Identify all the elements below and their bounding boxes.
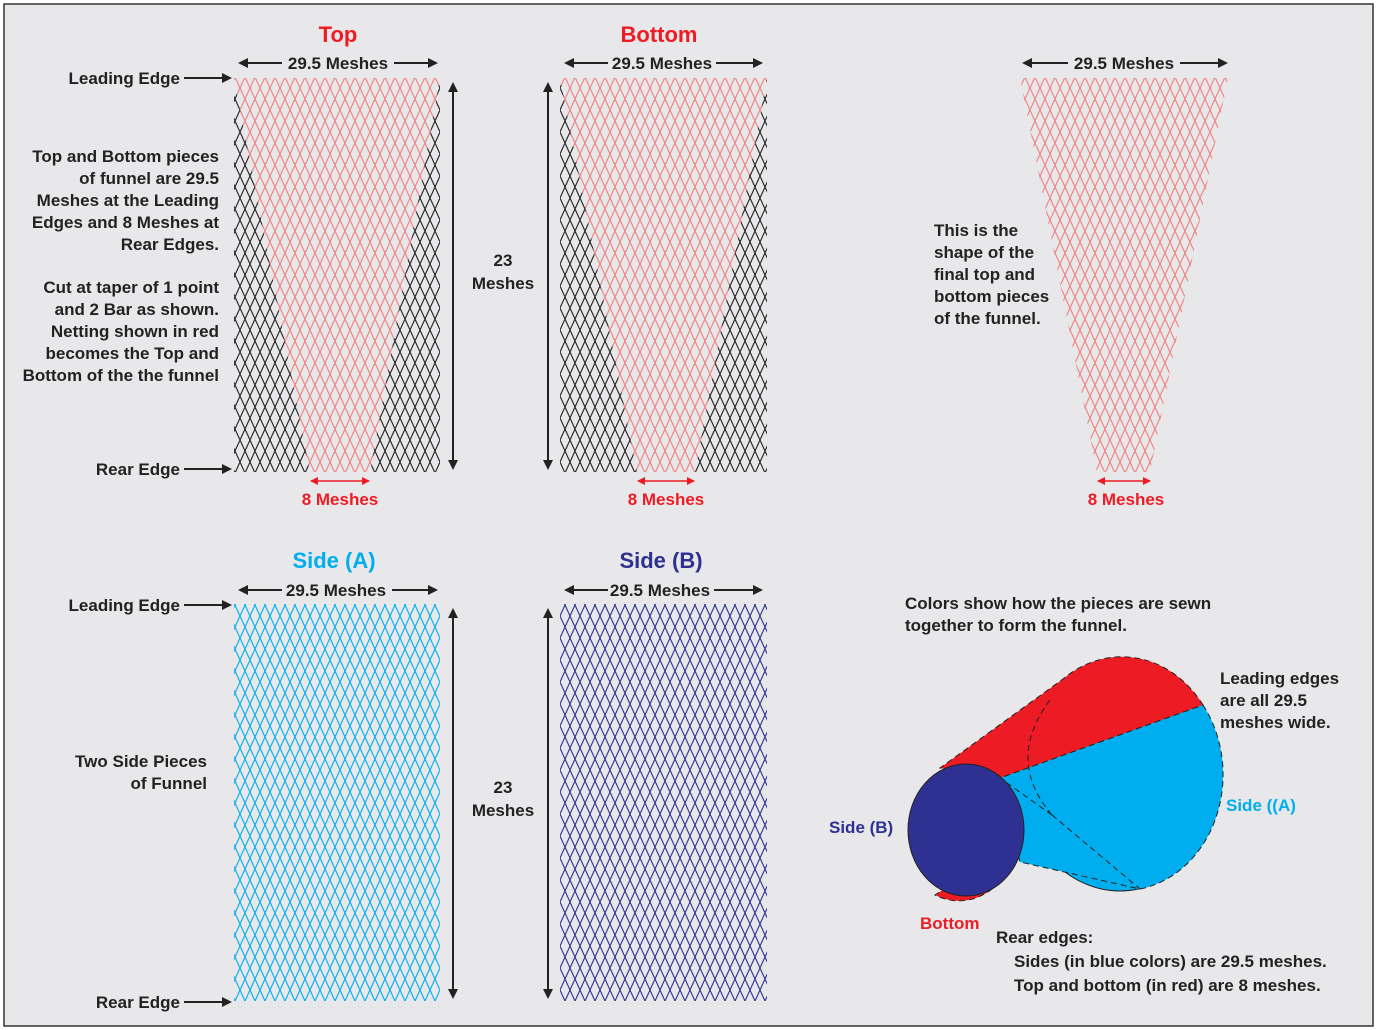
leading-note-line: meshes wide. <box>1220 713 1331 732</box>
cyan-netting <box>234 604 440 1001</box>
top-panel-width-label: 29.5 Meshes <box>288 54 388 73</box>
height-label-bottom-line1: 23 <box>494 778 513 797</box>
caption-line: of the funnel. <box>934 309 1041 328</box>
caption-line: shape of the <box>934 243 1034 262</box>
side-b-title: Side (B) <box>619 548 702 573</box>
top-panel: Top 29.5 Meshes 8 Meshes <box>234 22 440 509</box>
note-line: Rear Edges. <box>121 235 219 254</box>
height-label-top-line2: Meshes <box>472 274 534 293</box>
leading-note-line: Leading edges <box>1220 669 1339 688</box>
funnel-label-side-b: Side (B) <box>829 818 893 837</box>
side-a-panel: Side (A) 29.5 Meshes <box>234 548 440 1001</box>
funnel-label-bottom: Bottom <box>920 914 979 933</box>
final-shape-caption: This is the shape of the final top and b… <box>934 221 1049 328</box>
top-panel-bottom-label: 8 Meshes <box>302 490 379 509</box>
rear-edges-line: Top and bottom (in red) are 8 meshes. <box>1014 976 1321 995</box>
side-a-title: Side (A) <box>292 548 375 573</box>
top-bottom-description: Top and Bottom pieces of funnel are 29.5… <box>32 147 219 254</box>
final-shape-width-label: 29.5 Meshes <box>1074 54 1174 73</box>
leading-edge-label-bottom: Leading Edge <box>69 596 180 615</box>
funnel-seams <box>999 699 1141 890</box>
side-description-line: Two Side Pieces <box>75 752 207 771</box>
note-line: of funnel are 29.5 <box>79 169 219 188</box>
caption-line: This is the <box>934 221 1018 240</box>
funnel-label-top: Top <box>1122 655 1152 674</box>
bottom-panel-width-label: 29.5 Meshes <box>612 54 712 73</box>
leading-edge-label-top: Leading Edge <box>69 69 180 88</box>
height-label-top-line1: 23 <box>494 251 513 270</box>
navy-netting <box>560 604 767 1001</box>
bottom-panel-bottom-label: 8 Meshes <box>628 490 705 509</box>
funnel-side-a-piece <box>999 704 1224 890</box>
funnel-header-line: Colors show how the pieces are sewn <box>905 594 1211 613</box>
rear-edge-label-bottom: Rear Edge <box>96 993 180 1012</box>
bottom-panel: Bottom 29.5 Meshes 8 Meshes <box>560 22 767 509</box>
top-panel-title: Top <box>319 22 358 47</box>
left-notes-bottom: Leading Edge Two Side Pieces of Funnel R… <box>69 596 232 1012</box>
rear-edges-line: Sides (in blue colors) are 29.5 meshes. <box>1014 952 1327 971</box>
side-a-width-label: 29.5 Meshes <box>286 581 386 600</box>
note-line: becomes the Top and <box>46 344 220 363</box>
note-line: Cut at taper of 1 point <box>43 278 219 297</box>
height-dimension-bottom: 23 Meshes <box>448 608 553 999</box>
rear-edge-label-top: Rear Edge <box>96 460 180 479</box>
funnel-side-b-end <box>907 763 1025 897</box>
side-description-line: of Funnel <box>131 774 207 793</box>
left-notes-top: Leading Edge Top and Bottom pieces of fu… <box>23 69 232 479</box>
note-line: Netting shown in red <box>51 322 219 341</box>
cut-description: Cut at taper of 1 point and 2 Bar as sho… <box>23 278 220 385</box>
note-line: Meshes at the Leading <box>37 191 219 210</box>
side-b-panel: Side (B) 29.5 Meshes <box>560 548 767 1001</box>
funnel-top-piece <box>938 656 1204 779</box>
caption-line: final top and <box>934 265 1035 284</box>
final-shape-bottom-label: 8 Meshes <box>1088 490 1165 509</box>
note-line: and 2 Bar as shown. <box>55 300 219 319</box>
note-line: Top and Bottom pieces <box>32 147 219 166</box>
caption-line: bottom pieces <box>934 287 1049 306</box>
funnel-3d-illustration: Colors show how the pieces are sewn toge… <box>829 594 1339 995</box>
funnel-label-side-a: Side ((A) <box>1226 796 1296 815</box>
note-line: Bottom of the the funnel <box>23 366 219 385</box>
funnel-header-line: together to form the funnel. <box>905 616 1127 635</box>
height-dimension-top: 23 Meshes <box>448 82 553 470</box>
bottom-panel-title: Bottom <box>621 22 698 47</box>
height-label-bottom-line2: Meshes <box>472 801 534 820</box>
leading-note-line: are all 29.5 <box>1220 691 1307 710</box>
side-b-width-label: 29.5 Meshes <box>610 581 710 600</box>
rear-edges-title: Rear edges: <box>996 928 1093 947</box>
note-line: Edges and 8 Meshes at <box>32 213 219 232</box>
